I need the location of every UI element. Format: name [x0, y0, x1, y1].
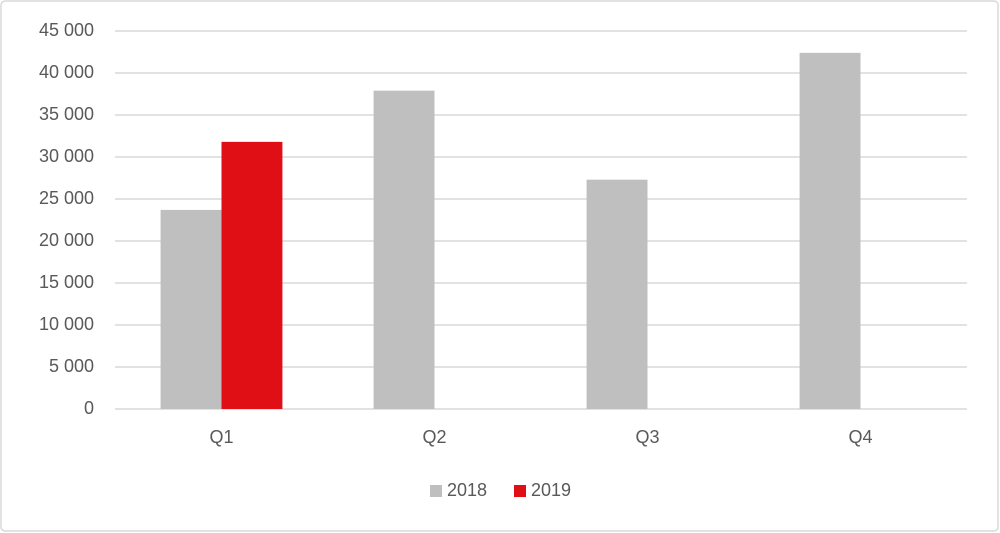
x-tick-label: Q4 — [848, 427, 872, 447]
bar — [160, 209, 222, 409]
y-tick-label: 25 000 — [39, 188, 94, 208]
y-tick-label: 30 000 — [39, 146, 94, 166]
x-tick-label: Q3 — [635, 427, 659, 447]
legend-swatch — [430, 485, 442, 497]
x-tick-label: Q1 — [209, 427, 233, 447]
bar — [373, 90, 435, 409]
legend-label: 2019 — [531, 480, 571, 500]
y-tick-label: 20 000 — [39, 230, 94, 250]
y-tick-label: 5 000 — [49, 356, 94, 376]
bar — [586, 179, 648, 409]
bar — [799, 52, 861, 410]
legend-label: 2018 — [447, 480, 487, 500]
x-tick-label: Q2 — [422, 427, 446, 447]
y-tick-label: 10 000 — [39, 314, 94, 334]
y-tick-label: 35 000 — [39, 104, 94, 124]
bar — [221, 141, 283, 409]
y-tick-label: 0 — [84, 398, 94, 418]
y-tick-label: 15 000 — [39, 272, 94, 292]
legend-swatch — [514, 485, 526, 497]
y-tick-label: 45 000 — [39, 20, 94, 40]
y-tick-label: 40 000 — [39, 62, 94, 82]
